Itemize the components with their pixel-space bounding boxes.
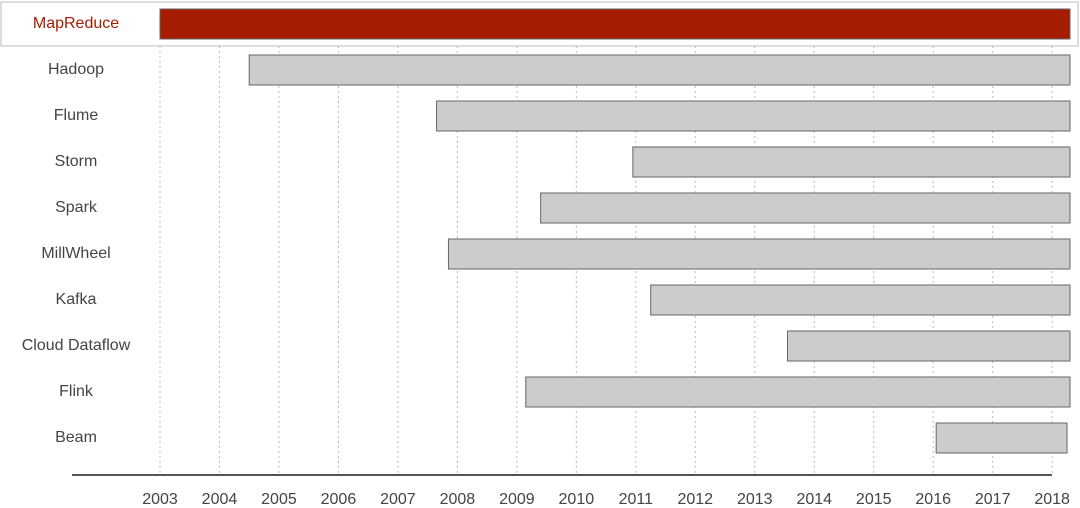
y-tick-label: Spark xyxy=(55,199,98,216)
bar xyxy=(935,422,1068,454)
y-tick-label: MillWheel xyxy=(41,245,110,262)
x-tick-label: 2018 xyxy=(1034,491,1070,508)
y-tick-label: Storm xyxy=(55,153,98,170)
x-tick-label: 2012 xyxy=(677,491,713,508)
x-tick-label: 2010 xyxy=(559,491,595,508)
bar xyxy=(786,330,1071,362)
x-tick-label: 2017 xyxy=(975,491,1011,508)
y-tick-label: MapReduce xyxy=(33,15,119,32)
y-tick-label: Flink xyxy=(59,383,94,400)
x-tick-label: 2003 xyxy=(142,491,178,508)
y-tick-label: Beam xyxy=(55,429,97,446)
bar xyxy=(632,146,1071,178)
x-tick-label: 2011 xyxy=(619,491,654,508)
bar xyxy=(436,100,1071,132)
x-tick-label: 2006 xyxy=(321,491,357,508)
y-tick-label: Hadoop xyxy=(48,61,104,78)
x-tick-label: 2014 xyxy=(796,491,832,508)
y-tick-label: Kafka xyxy=(56,291,97,308)
x-tick-label: 2008 xyxy=(440,491,476,508)
x-tick-label: 2005 xyxy=(261,491,297,508)
x-tick-label: 2016 xyxy=(915,491,951,508)
bar xyxy=(159,8,1071,40)
x-tick-label: 2007 xyxy=(380,491,416,508)
x-tick-label: 2009 xyxy=(499,491,535,508)
y-tick-label: Flume xyxy=(54,107,99,124)
bar xyxy=(540,192,1071,224)
x-tick-label: 2013 xyxy=(737,491,773,508)
bar xyxy=(248,54,1071,86)
y-tick-label: Cloud Dataflow xyxy=(22,337,131,354)
bar xyxy=(650,284,1071,316)
bar xyxy=(525,376,1071,408)
bar xyxy=(447,238,1071,270)
x-tick-label: 2015 xyxy=(856,491,892,508)
x-tick-label: 2004 xyxy=(202,491,238,508)
